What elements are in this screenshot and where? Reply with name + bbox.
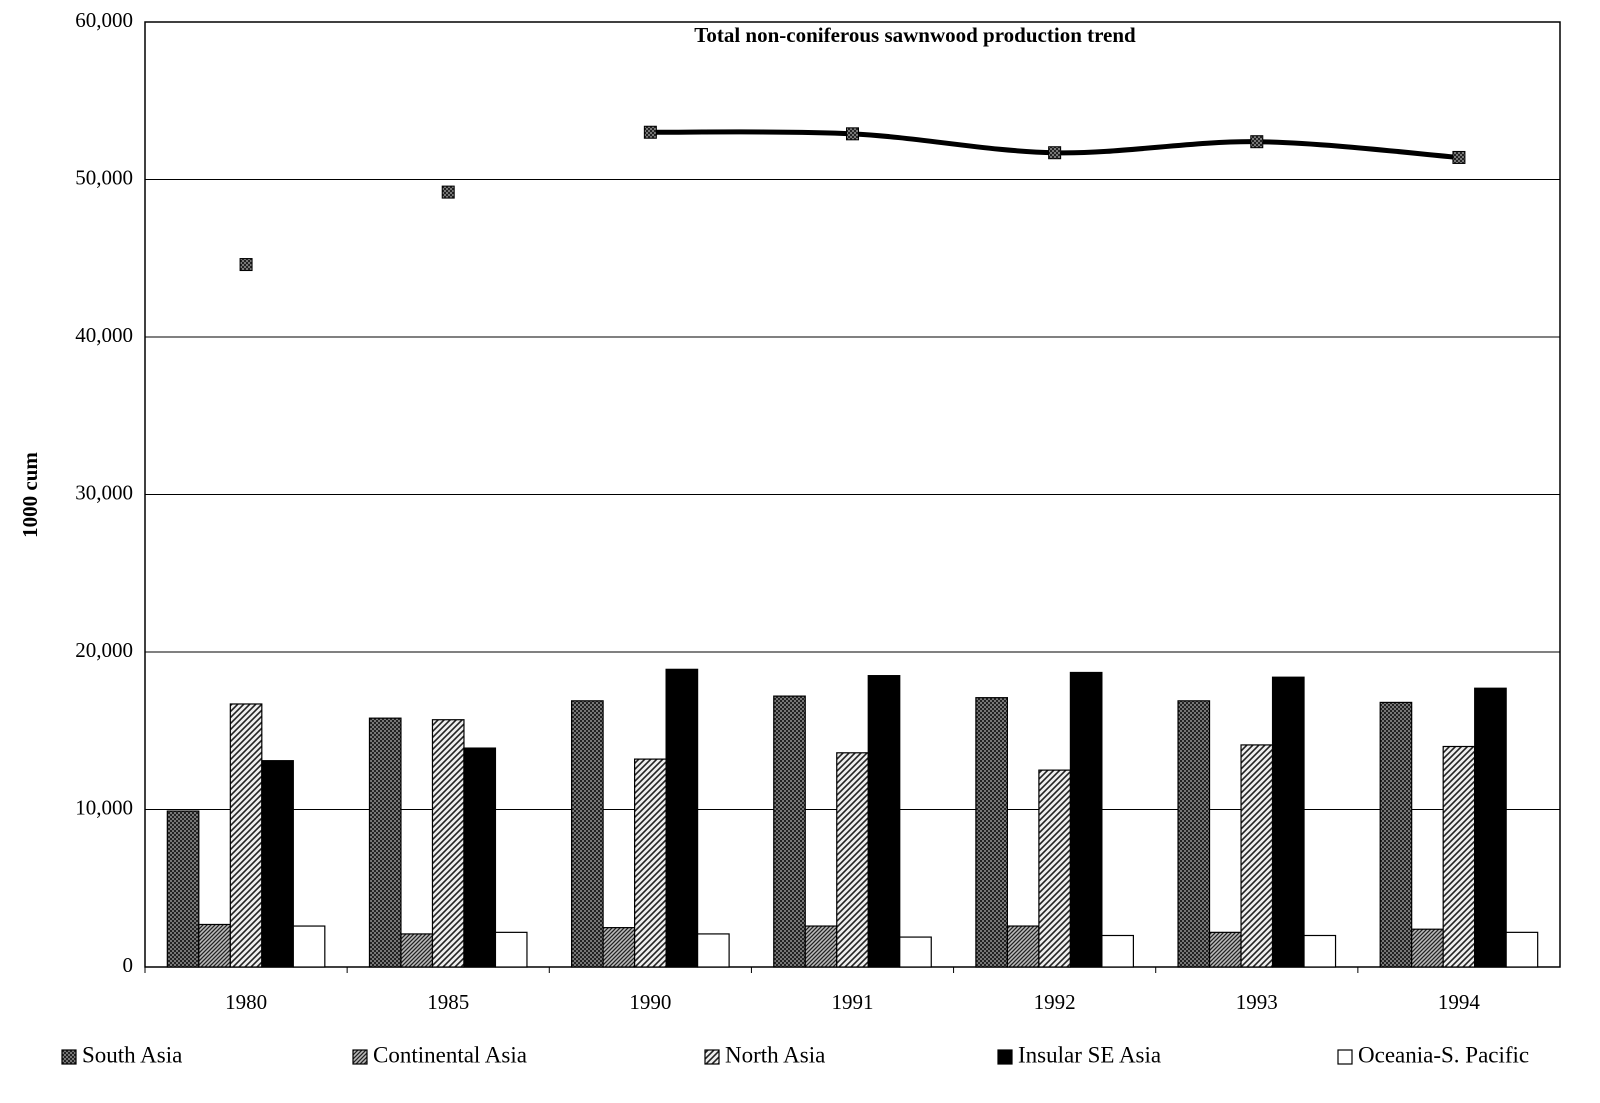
x-tick-label: 1990 xyxy=(629,990,671,1014)
legend-label: Continental Asia xyxy=(373,1042,527,1067)
bar xyxy=(665,668,699,968)
bar xyxy=(166,810,200,968)
bar xyxy=(1038,769,1071,968)
bar xyxy=(634,758,667,968)
bar xyxy=(804,925,838,968)
bar xyxy=(1069,671,1103,968)
bar xyxy=(368,717,402,968)
marker xyxy=(1452,150,1466,164)
bar xyxy=(773,695,806,968)
bar xyxy=(1208,931,1242,968)
bar xyxy=(1177,700,1211,968)
legend-label: North Asia xyxy=(725,1042,825,1067)
bar xyxy=(1505,931,1539,968)
bar xyxy=(198,923,231,968)
bar xyxy=(1101,934,1134,968)
legend-swatch xyxy=(1337,1049,1353,1065)
bar xyxy=(1240,744,1274,968)
bar xyxy=(1411,928,1444,968)
bar xyxy=(1474,687,1507,968)
bar xyxy=(463,747,497,968)
y-tick-label: 10,000 xyxy=(75,795,133,819)
bar xyxy=(292,925,326,968)
chart-title: Total non-coniferous sawnwood production… xyxy=(694,23,1136,47)
marker xyxy=(846,127,859,141)
y-tick-label: 60,000 xyxy=(75,8,133,32)
marker xyxy=(239,258,253,272)
bar xyxy=(1006,925,1040,968)
bar xyxy=(1442,745,1476,968)
marker xyxy=(1048,146,1062,160)
legend-swatch xyxy=(61,1049,77,1065)
legend-swatch xyxy=(352,1049,368,1065)
x-tick-label: 1993 xyxy=(1236,990,1278,1014)
bar xyxy=(867,675,901,968)
legend-label: Insular SE Asia xyxy=(1018,1042,1161,1067)
legend-label: South Asia xyxy=(82,1042,182,1067)
x-tick-label: 1991 xyxy=(832,990,874,1014)
x-tick-label: 1994 xyxy=(1438,990,1481,1014)
bar xyxy=(494,931,528,968)
bar xyxy=(261,760,294,968)
bar xyxy=(571,700,604,968)
bar xyxy=(400,933,434,968)
bar xyxy=(229,703,263,968)
legend-swatch xyxy=(997,1049,1013,1065)
y-tick-label: 20,000 xyxy=(75,638,133,662)
marker xyxy=(441,185,455,199)
legend-label: Oceania-S. Pacific xyxy=(1358,1042,1529,1067)
y-tick-label: 50,000 xyxy=(75,165,133,189)
y-tick-label: 30,000 xyxy=(75,480,133,504)
bar xyxy=(602,927,636,968)
y-tick-label: 0 xyxy=(123,953,134,977)
bar xyxy=(431,719,465,968)
marker xyxy=(1250,135,1264,149)
y-tick-label: 40,000 xyxy=(75,323,133,347)
bar xyxy=(899,936,932,968)
bar xyxy=(697,933,730,968)
bar xyxy=(1303,934,1337,968)
bar xyxy=(1379,701,1413,968)
bar xyxy=(975,697,1008,968)
x-tick-label: 1980 xyxy=(225,990,267,1014)
bar xyxy=(1271,676,1305,968)
legend-swatch xyxy=(704,1049,720,1065)
marker xyxy=(643,125,657,139)
x-tick-label: 1992 xyxy=(1034,990,1076,1014)
y-axis-label: 1000 cum xyxy=(18,452,42,538)
x-tick-label: 1985 xyxy=(427,990,469,1014)
bar xyxy=(836,752,869,968)
